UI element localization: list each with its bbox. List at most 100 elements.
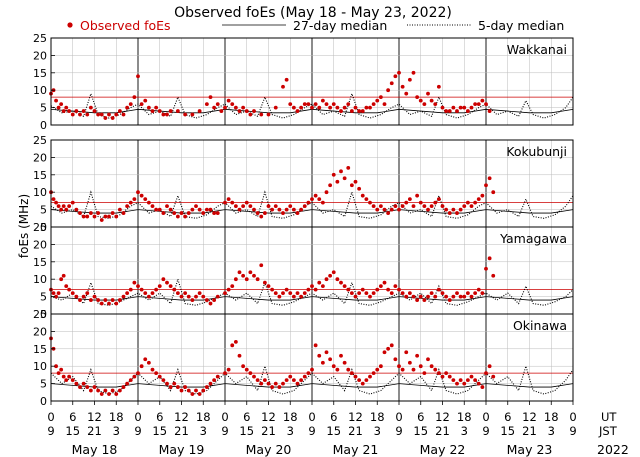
observed-point — [110, 298, 115, 302]
observed-point — [335, 277, 340, 282]
observed-point — [168, 109, 173, 113]
observed-point — [281, 381, 285, 386]
observed-point — [360, 109, 365, 113]
x-tick-label-ut: 6 — [504, 410, 511, 424]
x-tick-label-ut: 18 — [109, 410, 124, 424]
observed-point — [190, 298, 195, 302]
observed-point — [150, 291, 155, 296]
median27-line — [50, 296, 574, 301]
observed-point — [64, 207, 69, 212]
observed-point — [476, 197, 481, 202]
observed-point — [451, 378, 456, 383]
observed-point — [469, 374, 474, 379]
observed-point — [168, 207, 173, 212]
y-tick-label: 0 — [40, 308, 47, 321]
x-tick-label-ut: 12 — [522, 410, 537, 424]
observed-point — [458, 207, 463, 212]
observed-point — [241, 273, 246, 278]
observed-point — [291, 207, 296, 212]
y-tick-label: 0 — [40, 395, 47, 408]
observed-point — [418, 364, 423, 369]
x-tick-label-ut: 12 — [348, 410, 363, 424]
observed-point — [299, 105, 304, 110]
observed-point — [81, 381, 86, 386]
median5-line — [50, 190, 574, 219]
observed-point — [342, 360, 347, 365]
y-tick-label: 5 — [40, 102, 47, 115]
observed-point — [295, 211, 300, 215]
observed-point — [208, 95, 213, 100]
legend-5day-label: 5-day median — [478, 18, 564, 33]
observed-point — [400, 84, 405, 89]
observed-point — [295, 381, 300, 386]
x-tick-label-ut: 18 — [544, 410, 559, 424]
observed-point — [186, 211, 191, 215]
observed-point — [422, 102, 427, 107]
observed-point — [440, 204, 445, 209]
observed-point — [215, 211, 220, 215]
year-label: 2022 — [597, 442, 629, 457]
observed-point — [56, 105, 61, 110]
x-tick-label-ut: 18 — [283, 410, 298, 424]
observed-point — [70, 112, 75, 117]
observed-point — [371, 102, 376, 107]
day-label: May 19 — [159, 442, 205, 457]
observed-point — [404, 91, 409, 96]
x-tick-label-ut: 6 — [156, 410, 163, 424]
observed-point — [302, 374, 307, 379]
observed-point — [476, 287, 481, 292]
observed-point — [136, 74, 140, 79]
observed-point — [393, 284, 398, 289]
observed-point — [237, 353, 242, 358]
observed-point — [324, 102, 329, 107]
panel-frame — [50, 37, 574, 126]
observed-point — [451, 105, 456, 110]
observed-point — [284, 378, 289, 383]
x-tick-label-ut: 6 — [243, 410, 250, 424]
observed-point — [132, 95, 137, 100]
observed-point — [487, 109, 492, 113]
observed-point — [92, 385, 97, 389]
observed-point — [476, 102, 481, 107]
observed-point — [103, 388, 108, 393]
observed-point — [415, 95, 420, 100]
observed-point — [397, 364, 401, 369]
observed-point — [262, 280, 267, 285]
observed-point — [204, 385, 209, 389]
observed-point — [455, 211, 459, 215]
observed-point — [284, 207, 289, 212]
observed-point — [194, 204, 198, 209]
observed-point — [455, 291, 459, 296]
observed-point — [61, 109, 66, 113]
observed-point — [429, 291, 434, 296]
observed-point — [328, 273, 333, 278]
observed-point — [339, 353, 343, 358]
x-tick-label-jst: 9 — [569, 424, 576, 438]
observed-point — [51, 291, 56, 296]
observed-point — [255, 211, 260, 215]
observed-point — [223, 291, 227, 296]
median5-line — [50, 91, 574, 119]
observed-point — [248, 112, 253, 117]
observed-point — [317, 280, 322, 285]
panel-kokubunji: 0 5 10 15 20 25 Kokubunji — [33, 134, 574, 234]
x-tick-label-ut: 0 — [569, 410, 576, 424]
observed-point — [455, 381, 459, 386]
observed-point — [375, 207, 380, 212]
observed-point — [54, 200, 58, 205]
observed-point — [317, 197, 322, 202]
observed-point — [364, 378, 369, 383]
observed-point — [288, 291, 293, 296]
observed-point — [465, 109, 470, 113]
observed-point — [462, 105, 467, 110]
observed-point — [226, 98, 231, 103]
x-tick-label-jst: 21 — [261, 424, 276, 438]
x-tick-label-jst: 21 — [87, 424, 102, 438]
observed-point — [371, 291, 376, 296]
observed-point — [291, 378, 296, 383]
observed-point — [273, 204, 278, 209]
observed-point — [230, 200, 235, 205]
observed-point — [433, 102, 438, 107]
observed-point — [389, 81, 394, 86]
observed-point — [194, 294, 198, 299]
